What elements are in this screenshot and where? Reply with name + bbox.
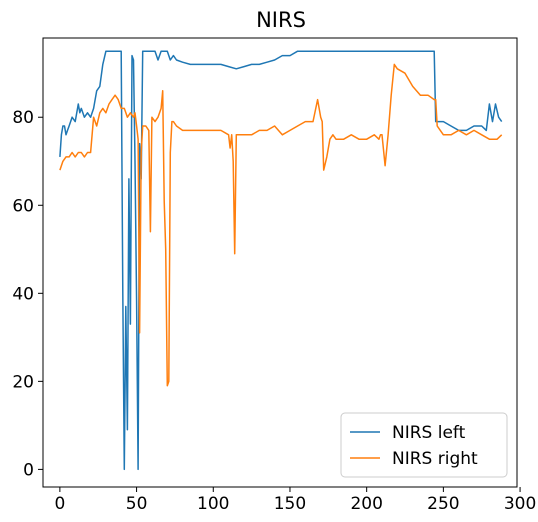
legend-label: NIRS right xyxy=(392,449,478,469)
legend-box xyxy=(340,412,508,478)
legend-label: NIRS left xyxy=(392,423,466,443)
x-tick-label: 300 xyxy=(504,494,536,514)
x-tick-label: 50 xyxy=(126,494,148,514)
chart-title: NIRS xyxy=(256,8,306,32)
plot-lines xyxy=(59,50,503,471)
x-tick-label: 0 xyxy=(54,494,65,514)
x-tick-label: 100 xyxy=(197,494,229,514)
legend: NIRS left NIRS right xyxy=(340,412,508,478)
y-tick-label: 40 xyxy=(12,284,34,304)
plot-frame xyxy=(42,37,518,488)
x-axis: 0 50 100 150 200 250 300 xyxy=(54,487,536,514)
x-tick-label: 200 xyxy=(350,494,382,514)
x-tick-label: 250 xyxy=(427,494,459,514)
x-tick-label: 150 xyxy=(274,494,306,514)
y-tick-label: 60 xyxy=(12,196,34,216)
y-tick-label: 0 xyxy=(23,460,34,480)
series-line-1 xyxy=(59,50,503,471)
series-line-2 xyxy=(59,63,503,387)
y-tick-label: 80 xyxy=(12,108,34,128)
y-tick-label: 20 xyxy=(12,372,34,392)
y-axis: 0 20 40 60 80 xyxy=(12,108,43,480)
